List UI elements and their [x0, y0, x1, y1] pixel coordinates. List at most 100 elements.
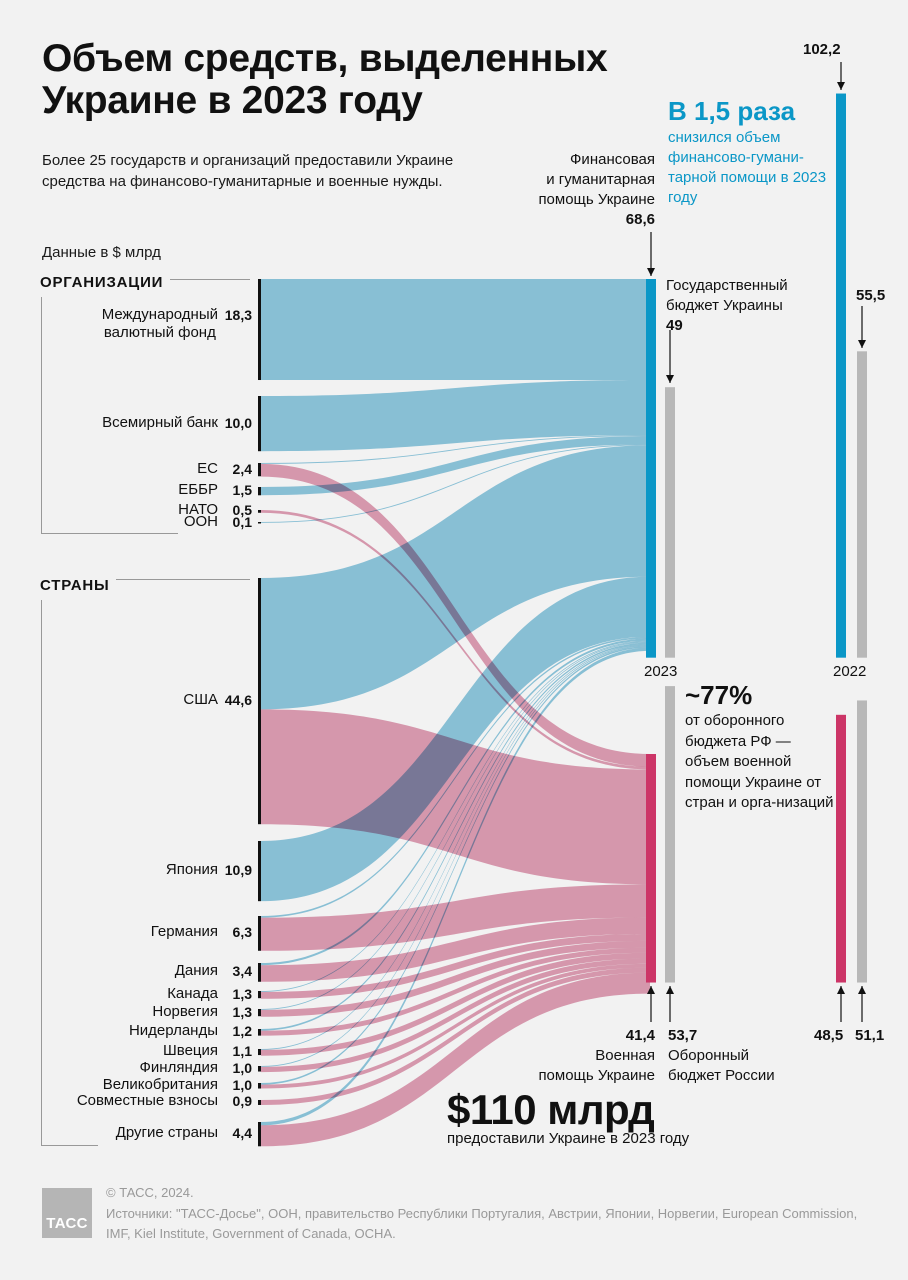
source-value: 4,4: [232, 1125, 252, 1142]
state-budget-label: Государственный бюджет Украины 49: [666, 276, 788, 336]
source-value: 1,3: [232, 985, 252, 1002]
page-title: Объем средств, выделенных Украине в 2023…: [42, 37, 608, 122]
source-value: 0,1: [232, 513, 252, 530]
source-name-line: ЕС: [197, 459, 218, 477]
group-label-organizations: ОРГАНИЗАЦИИ: [40, 274, 164, 291]
source-name: Великобритания: [103, 1076, 218, 1094]
source-name: Германия: [151, 923, 218, 941]
source-label-row: Дания 3,4: [175, 962, 252, 980]
source-name: НАТО: [178, 501, 218, 519]
source-name: Нидерланды: [129, 1022, 218, 1040]
source-label-row: Нидерланды 1,2: [129, 1022, 252, 1040]
group-divider-countries: [116, 579, 250, 580]
state-budget-line: бюджет Украины: [666, 297, 783, 314]
russia-budget-value: 53,7: [668, 1027, 698, 1044]
flow-finance-ЕС: [261, 435, 650, 464]
arrow-military-2023: [647, 986, 655, 1022]
subtitle: Более 25 государств и организаций предос…: [42, 152, 454, 190]
source-label-row: Швеция 1,1: [163, 1042, 252, 1060]
arrow-military-2022-head: [837, 986, 845, 994]
source-bar-Норвегия: [258, 1009, 261, 1017]
arrow-state-budget-2023-head: [666, 375, 674, 383]
source-name-line: Норвегия: [152, 1002, 218, 1020]
bar-finance-2022: [836, 93, 846, 658]
source-bar-Великобритания: [258, 1083, 261, 1089]
arrow-finance-2022-head: [837, 82, 845, 90]
flow-finance-Всемирный банк: [261, 380, 650, 452]
tass-logo-text: ТАСС: [46, 1215, 88, 1232]
source-name: Совместные взносы: [77, 1092, 218, 1110]
source-name-line: Другие страны: [115, 1124, 218, 1142]
source-name: ЕС: [197, 460, 218, 478]
source-value: 44,6: [224, 692, 252, 709]
source-value: 1,3: [232, 1003, 252, 1020]
flow-military-Швеция: [261, 952, 650, 1056]
source-label-row: Норвегия 1,3: [152, 1003, 252, 1021]
arrow-russia-2023-head: [666, 986, 674, 994]
source-value: 1,2: [232, 1023, 252, 1040]
source-bar-Совместные взносы: [258, 1100, 261, 1105]
arrow-military-2022: [837, 986, 845, 1022]
total-headline: $110 млрд: [447, 1086, 655, 1133]
military-target-label: 41,4 Военная помощь Украине: [538, 1026, 655, 1086]
source-bar-Всемирный банк: [258, 396, 261, 452]
source-bar-США: [258, 578, 261, 825]
source-name-line: валютный фонд: [103, 323, 216, 341]
flow-military-НАТО: [261, 510, 650, 770]
source-bar-НАТО: [258, 510, 261, 513]
source-bar-ООН: [258, 522, 261, 524]
source-bar-Япония: [258, 841, 261, 902]
bar-state-budget-2022: [857, 351, 867, 658]
arrow-state-budget-2022-head: [858, 340, 866, 348]
source-name-line: Дания: [174, 962, 218, 980]
source-name: Дания: [175, 962, 218, 980]
military-2022-value: 48,5: [814, 1027, 844, 1044]
bar-russia-budget-2023: [665, 686, 675, 983]
source-name-line: Канада: [167, 984, 218, 1002]
source-bar-ЕББР: [258, 487, 261, 496]
source-name: ЕББР: [178, 481, 218, 499]
source-value: 1,0: [232, 1076, 252, 1093]
russia-label-line: Оборонный: [668, 1047, 750, 1064]
flow-military-ЕС: [261, 463, 650, 767]
source-name: Финляндия: [140, 1059, 218, 1077]
source-name-line: США: [183, 691, 218, 709]
year-label-2023: 2023: [644, 663, 678, 680]
flow-finance-ООН: [261, 444, 650, 523]
source-name: Япония: [166, 861, 218, 879]
year-label-2022: 2022: [833, 663, 867, 680]
state-budget-2022-value: 55,5: [856, 287, 886, 304]
source-label-row: Япония 10,9: [166, 861, 252, 879]
source-bar-Германия: [258, 916, 261, 951]
flow-military-Другие страны: [261, 972, 650, 1147]
source-value: 10,9: [224, 862, 252, 879]
flow-military-США: [261, 709, 650, 885]
source-name: Другие страны: [116, 1124, 218, 1142]
source-name-line: Япония: [165, 861, 218, 879]
source-name-line: ООН: [183, 512, 218, 530]
source-name: ООН: [184, 513, 218, 531]
total-note: предоставили Украине в 2023 году: [447, 1130, 690, 1147]
arrow-finance-2022: [837, 62, 845, 90]
arrow-russia-2023: [666, 986, 674, 1022]
group-bracket-countries: [41, 600, 98, 1146]
source-label-row: НАТО 0,5: [178, 501, 252, 519]
tass-logo: ТАСС: [42, 1188, 92, 1238]
source-label-row: Международный валютный фонд 18,3: [102, 306, 252, 342]
finance-target-label: Финансовая и гуманитарная помощь Украине…: [538, 150, 655, 230]
source-name-line: Всемирный банк: [102, 413, 218, 431]
source-name-line: НАТО: [178, 501, 218, 519]
source-value: 6,3: [232, 924, 252, 941]
military-label-line: Военная: [595, 1047, 655, 1064]
source-name: Всемирный банк: [102, 414, 218, 432]
russia-budget-label: 53,7 Оборонный бюджет России: [668, 1026, 775, 1086]
flow-military-Дания: [261, 917, 650, 982]
units-note: Данные в $ млрд: [42, 244, 161, 261]
source-label-row: Финляндия 1,0: [140, 1059, 252, 1077]
source-name: Международный валютный фонд: [102, 306, 218, 342]
flow-military-Совместные взносы: [261, 967, 650, 1105]
group-bracket-organizations: [41, 297, 178, 534]
finance-target-value: 68,6: [625, 211, 655, 228]
arrow-finance-2023-head: [647, 268, 655, 276]
flows: [261, 279, 650, 1147]
